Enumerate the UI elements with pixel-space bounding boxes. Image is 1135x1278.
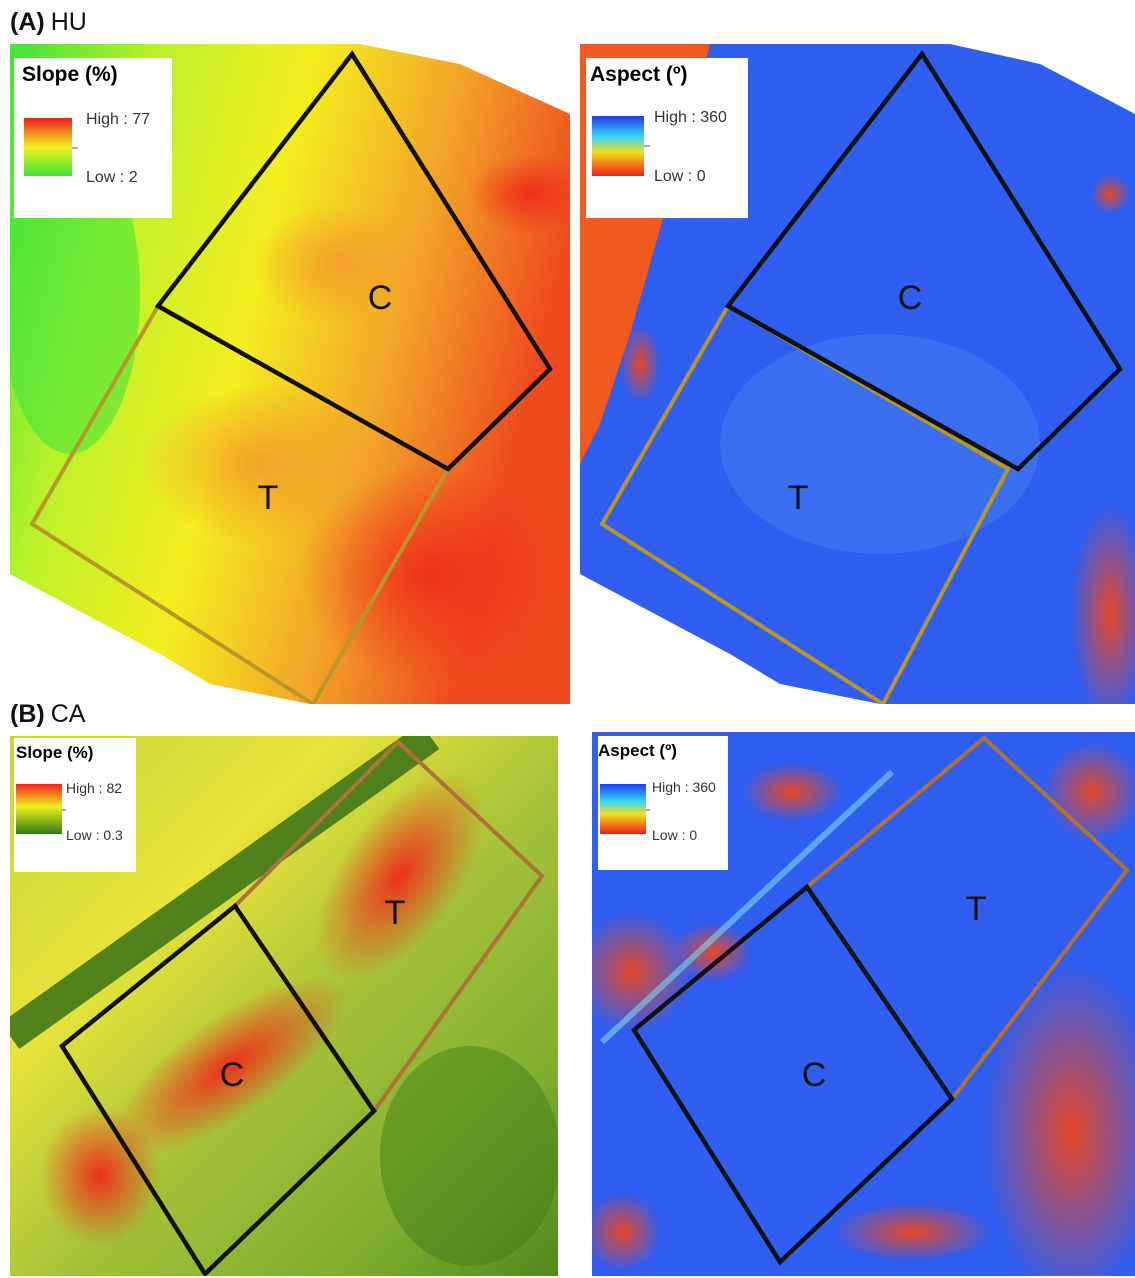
legend-low-label: Low : 2	[86, 169, 138, 186]
legend-color-ramp	[16, 784, 62, 834]
plot-label-control: C	[220, 1056, 245, 1094]
legend-title: Aspect (º)	[598, 741, 677, 760]
plot-label-treatment: T	[385, 894, 406, 932]
slope-map-ca: T C Slope (%) High : 82 Low : 0.3	[10, 736, 558, 1276]
plot-label-control: C	[368, 279, 393, 317]
plot-label-control: C	[802, 1056, 827, 1094]
aspect-map-hu: C T Aspect (º) High : 360 Low : 0	[580, 44, 1135, 704]
plot-label-treatment: T	[258, 479, 279, 517]
legend-high-label: High : 360	[654, 109, 727, 126]
plot-label-control: C	[898, 279, 923, 317]
legend-low-label: Low : 0	[654, 168, 706, 185]
plot-label-treatment: T	[966, 890, 987, 928]
section-label-a: (A) HU	[10, 8, 87, 37]
legend: Slope (%) High : 77 Low : 2	[14, 58, 172, 218]
site-name: HU	[50, 8, 87, 36]
legend-high-label: High : 77	[86, 111, 150, 128]
legend-high-label: High : 82	[66, 780, 122, 796]
map-panel-slope-ca: T C Slope (%) High : 82 Low : 0.3	[10, 736, 558, 1276]
legend-color-ramp	[592, 116, 644, 176]
legend: Slope (%) High : 82 Low : 0.3	[14, 738, 136, 872]
section-letter: (A)	[10, 8, 45, 36]
aspect-map-ca: T C Aspect (º) High : 360 Low : 0	[592, 732, 1135, 1276]
section-label-b: (B) CA	[10, 700, 85, 729]
legend-high-label: High : 360	[652, 779, 716, 795]
legend: Aspect (º) High : 360 Low : 0	[598, 736, 728, 870]
section-letter: (B)	[10, 700, 45, 728]
map-panel-aspect-ca: T C Aspect (º) High : 360 Low : 0	[592, 732, 1135, 1276]
legend-title: Slope (%)	[16, 743, 93, 762]
legend-title: Aspect (º)	[590, 63, 688, 86]
legend-low-label: Low : 0.3	[66, 827, 123, 843]
plot-label-treatment: T	[788, 479, 809, 517]
legend-color-ramp	[24, 118, 72, 176]
legend: Aspect (º) High : 360 Low : 0	[586, 58, 748, 218]
legend-low-label: Low : 0	[652, 827, 697, 843]
legend-color-ramp	[600, 784, 646, 834]
control-plot-outline	[631, 883, 955, 1266]
legend-title: Slope (%)	[22, 63, 118, 86]
slope-map-hu: C T Slope (%) High : 77 Low : 2	[10, 44, 570, 704]
map-panel-aspect-hu: C T Aspect (º) High : 360 Low : 0	[580, 44, 1135, 704]
site-name: CA	[50, 700, 86, 728]
treatment-plot-outline	[599, 303, 1011, 704]
map-panel-slope-hu: C T Slope (%) High : 77 Low : 2	[10, 44, 570, 704]
